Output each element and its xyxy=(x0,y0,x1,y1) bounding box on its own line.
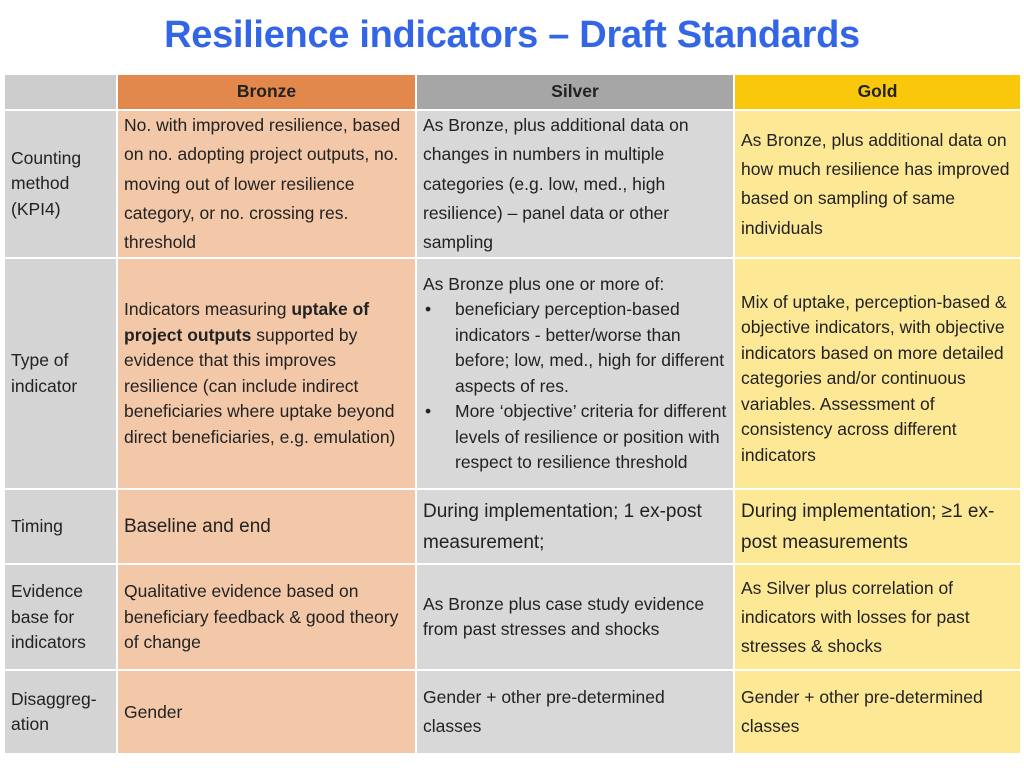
row-type-of-indicator: Type of indicator Indicators measuring u… xyxy=(3,257,1022,491)
cell-evidence-silver: As Bronze plus case study evidence from … xyxy=(415,563,735,672)
label-counting-method: Counting method (KPI4) xyxy=(3,108,118,260)
row-disaggregation: Disaggreg-ation Gender Gender + other pr… xyxy=(3,669,1022,756)
timing-silver-text: During implementation; 1 ex-post measure… xyxy=(423,500,702,553)
header-bronze: Bronze xyxy=(116,73,417,111)
label-type-of-indicator: Type of indicator xyxy=(3,257,118,491)
cell-evidence-gold: As Silver plus correlation of indicators… xyxy=(733,563,1022,672)
disagg-silver-text: Gender + other pre-determined classes xyxy=(423,687,665,737)
evidence-silver-text: As Bronze plus case study evidence from … xyxy=(423,593,705,640)
cell-disagg-gold: Gender + other pre-determined classes xyxy=(733,669,1022,756)
cell-timing-bronze: Baseline and end xyxy=(116,488,417,566)
standards-table: Bronze Silver Gold Counting method (KPI4… xyxy=(3,73,1022,756)
list-item: More ‘objective’ criteria for different … xyxy=(425,399,727,476)
type-bronze-post: supported by evidence that this improves… xyxy=(124,324,396,447)
cell-counting-silver: As Bronze, plus additional data on chang… xyxy=(415,108,735,260)
counting-gold-text: As Bronze, plus additional data on how m… xyxy=(741,129,1010,238)
counting-bronze-text: No. with improved resilience, based on n… xyxy=(124,115,401,253)
label-disaggregation: Disaggreg-ation xyxy=(3,669,118,756)
type-bronze-bold: uptake of project outputs xyxy=(124,299,370,345)
type-gold-text: Mix of uptake, perception-based & object… xyxy=(741,291,1007,465)
timing-gold-text: During implementation; ≥1 ex-post measur… xyxy=(741,500,995,553)
type-bronze-text: Indicators measuring uptake of project o… xyxy=(124,297,409,450)
cell-disagg-silver: Gender + other pre-determined classes xyxy=(415,669,735,756)
evidence-gold-text: As Silver plus correlation of indicators… xyxy=(741,577,970,657)
cell-disagg-bronze: Gender xyxy=(116,669,417,756)
header-silver: Silver xyxy=(415,73,735,111)
type-silver-bullets: beneficiary perception-based indicators … xyxy=(423,297,727,476)
timing-bronze-text: Baseline and end xyxy=(124,516,271,538)
cell-type-bronze: Indicators measuring uptake of project o… xyxy=(116,257,417,491)
row-evidence-base: Evidence base for indicators Qualitative… xyxy=(3,563,1022,672)
type-bronze-pre: Indicators measuring xyxy=(124,299,292,320)
label-timing: Timing xyxy=(3,488,118,566)
row-counting-method: Counting method (KPI4) No. with improved… xyxy=(3,108,1022,260)
evidence-bronze-text: Qualitative evidence based on beneficiar… xyxy=(124,581,399,653)
disagg-gold-text: Gender + other pre-determined classes xyxy=(741,687,983,737)
counting-silver-text: As Bronze, plus additional data on chang… xyxy=(423,115,689,253)
cell-evidence-bronze: Qualitative evidence based on beneficiar… xyxy=(116,563,417,672)
cell-counting-bronze: No. with improved resilience, based on n… xyxy=(116,108,417,260)
disagg-bronze-text: Gender xyxy=(124,701,183,722)
cell-timing-silver: During implementation; 1 ex-post measure… xyxy=(415,488,735,566)
label-evidence-base: Evidence base for indicators xyxy=(3,563,118,672)
header-gold: Gold xyxy=(733,73,1022,111)
cell-type-silver: As Bronze plus one or more of: beneficia… xyxy=(415,257,735,491)
cell-counting-gold: As Bronze, plus additional data on how m… xyxy=(733,108,1022,260)
list-item: beneficiary perception-based indicators … xyxy=(425,297,727,399)
page-title: Resilience indicators – Draft Standards xyxy=(164,14,860,56)
row-timing: Timing Baseline and end During implement… xyxy=(3,488,1022,566)
cell-timing-gold: During implementation; ≥1 ex-post measur… xyxy=(733,488,1022,566)
header-blank xyxy=(3,73,118,111)
type-silver-intro: As Bronze plus one or more of: xyxy=(423,273,665,294)
cell-type-gold: Mix of uptake, perception-based & object… xyxy=(733,257,1022,491)
header-row: Bronze Silver Gold xyxy=(3,73,1022,111)
